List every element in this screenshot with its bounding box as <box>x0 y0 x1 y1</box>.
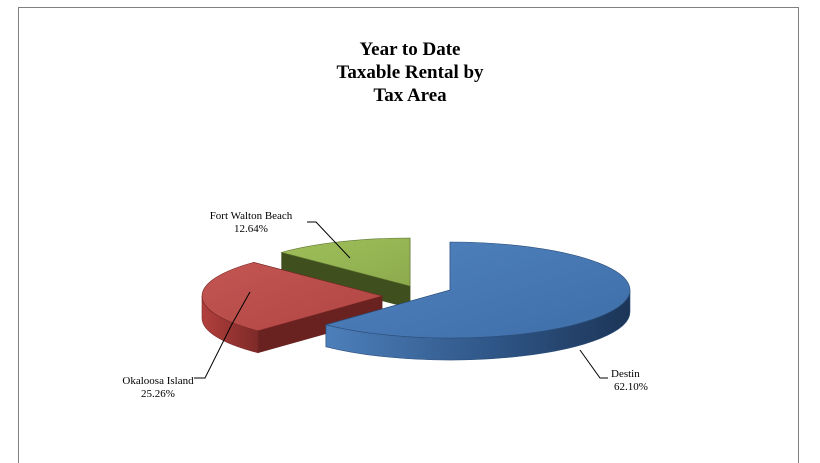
leader-line-okaloosa-island <box>194 291 251 379</box>
chart-title-line-3: Tax Area <box>373 85 447 106</box>
chart-title-line-1: Year to Date <box>359 39 461 60</box>
slice-fort-walton-beach-top <box>280 237 411 287</box>
chart-title: Year to Date Taxable Rental by Tax Area <box>0 38 820 107</box>
chart-title-line-2: Taxable Rental by <box>336 62 484 83</box>
data-label-okaloosa-island-value: 25.26% <box>141 388 175 400</box>
slice-fort-walton-beach <box>280 237 411 309</box>
slice-okaloosa-island-top <box>201 262 384 332</box>
data-label-fort-walton-beach-name: Fort Walton Beach <box>210 210 293 222</box>
leader-line-destin <box>579 349 608 379</box>
data-label-destin-value: 62.10% <box>614 381 648 393</box>
slice-okaloosa-island <box>201 261 384 354</box>
slice-destin-top <box>324 241 631 339</box>
slice-destin <box>324 241 631 361</box>
data-label-destin-name: Destin <box>611 368 640 380</box>
data-label-fort-walton-beach-value: 12.64% <box>234 223 268 235</box>
leader-line-fort-walton-beach <box>307 221 351 259</box>
chart-frame <box>18 7 799 463</box>
data-label-okaloosa-island-name: Okaloosa Island <box>122 375 194 387</box>
